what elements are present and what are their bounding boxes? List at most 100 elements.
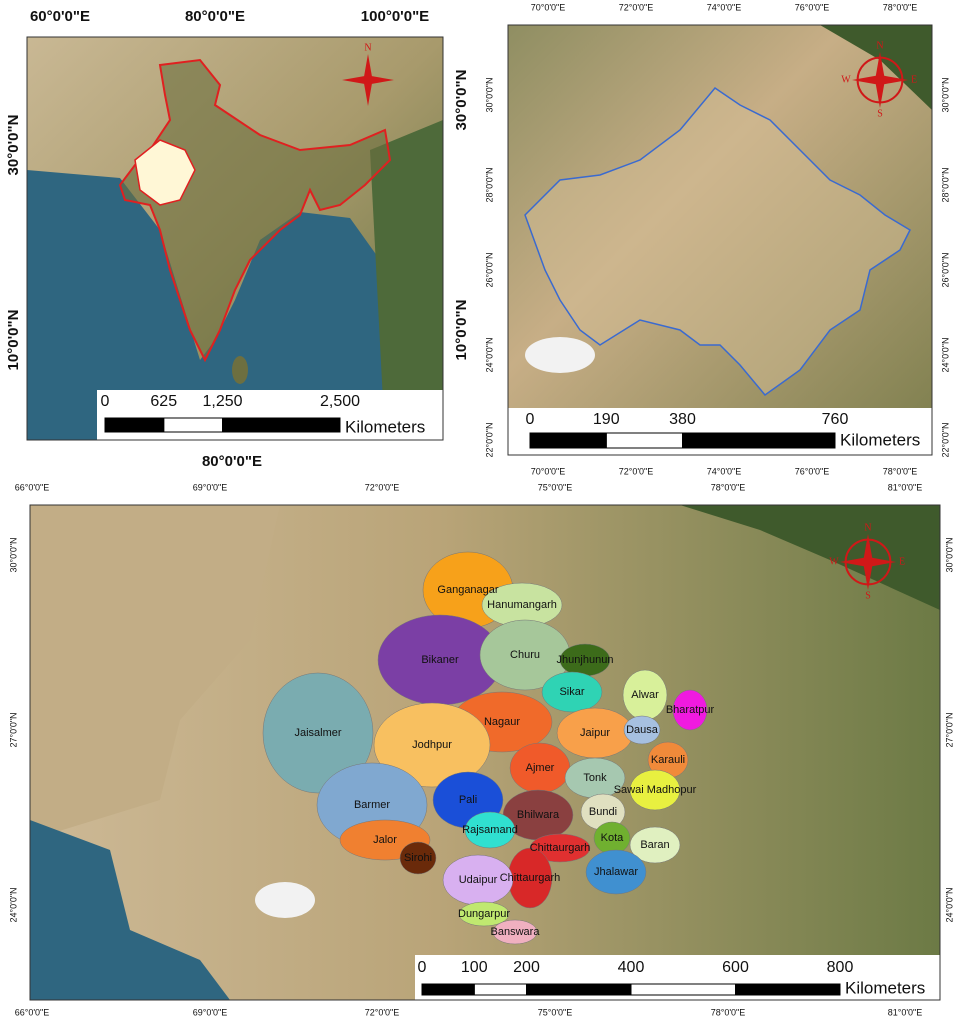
top-coordinate-label: 69°0'0"E <box>193 482 228 492</box>
left-coordinate-label: 30°0'0"N <box>484 77 494 112</box>
district <box>399 841 437 875</box>
district-label: Sirohi <box>404 852 432 864</box>
top-coordinate-label: 70°0'0"E <box>531 2 566 12</box>
top-coordinate-label: 78°0'0"E <box>883 2 918 12</box>
scale-label: 0 <box>526 411 535 428</box>
district-label: Jhalawar <box>594 866 638 878</box>
top-coordinate-label: 75°0'0"E <box>538 482 573 492</box>
district-label: Sawai Madhopur <box>614 784 697 796</box>
right-coordinate-label: 30°0'0"N <box>940 77 950 112</box>
scale-label: 400 <box>618 959 645 976</box>
forest <box>820 25 932 110</box>
district-label: Dausa <box>626 724 659 736</box>
bottom-coordinate-label: 80°0'0"E <box>202 453 262 470</box>
compass-label: N <box>876 40 883 51</box>
bottom-coordinate-label: 70°0'0"E <box>531 466 566 476</box>
bottom-coordinate-label: 74°0'0"E <box>707 466 742 476</box>
sea <box>27 170 385 440</box>
bottom-coordinate-label: 66°0'0"E <box>15 1007 50 1017</box>
district-label: Barmer <box>354 799 390 811</box>
scale-unit: Kilometers <box>345 417 425 436</box>
district-label: Bundi <box>589 806 617 818</box>
district-label: Chittaurgarh <box>530 842 591 854</box>
mountains <box>30 505 280 840</box>
compass-label: S <box>877 108 883 119</box>
cloud <box>525 337 595 373</box>
compass-label: E <box>899 556 905 567</box>
district-label: Kota <box>601 832 625 844</box>
scale-bar-segment <box>526 983 632 996</box>
scale-bar-segment <box>682 432 836 449</box>
district <box>373 702 491 788</box>
sea <box>30 820 230 1000</box>
left-coordinate-label: 24°0'0"N <box>484 337 494 372</box>
compass-star <box>342 54 394 106</box>
scale-label: 200 <box>513 959 540 976</box>
district <box>541 671 603 713</box>
district-label: Bhilwara <box>517 809 560 821</box>
india-outline <box>118 58 392 363</box>
top-coordinate-label: 72°0'0"E <box>619 2 654 12</box>
rajasthan-outline <box>524 86 911 397</box>
district <box>464 811 516 849</box>
bottom-coordinate-label: 72°0'0"E <box>619 466 654 476</box>
left-coordinate-label: 27°0'0"N <box>8 712 18 747</box>
district-label: Bharatpur <box>666 704 715 716</box>
district-label: Baran <box>640 839 669 851</box>
scale-label: 0 <box>418 959 427 976</box>
top-coordinate-label: 81°0'0"E <box>888 482 923 492</box>
scale-label: 1,250 <box>202 393 242 410</box>
district-label: Ganganagar <box>437 584 498 596</box>
scale-label: 625 <box>150 393 177 410</box>
district-label: Jhunjhunun <box>557 654 614 666</box>
scale-bar-segment <box>222 417 341 433</box>
frame <box>507 24 933 456</box>
district-label: Banswara <box>491 926 541 938</box>
mountains <box>680 505 940 610</box>
cloud <box>255 882 315 918</box>
scale-label: 800 <box>827 959 854 976</box>
district-label: Jodhpur <box>412 739 452 751</box>
district-label: Jaisalmer <box>294 727 341 739</box>
right-coordinate-label: 24°0'0"N <box>940 337 950 372</box>
compass-label: S <box>865 590 871 601</box>
scale-label: 2,500 <box>320 393 360 410</box>
top-coordinate-label: 78°0'0"E <box>711 482 746 492</box>
left-coordinate-label: 22°0'0"N <box>484 422 494 457</box>
district-label: Nagaur <box>484 716 520 728</box>
district-label: Rajsamand <box>462 824 518 836</box>
scale-bar-segment <box>104 417 165 433</box>
scale-bar-segment <box>605 432 683 449</box>
scale-label: 760 <box>822 411 849 428</box>
district-label: Hanumangarh <box>487 599 557 611</box>
scale-label: 190 <box>593 411 620 428</box>
rajasthan <box>134 139 196 206</box>
scale-label: 100 <box>461 959 488 976</box>
left-coordinate-label: 24°0'0"N <box>8 887 18 922</box>
district-label: Pali <box>459 794 477 806</box>
scale-unit: Kilometers <box>845 978 925 997</box>
top-coordinate-label: 72°0'0"E <box>365 482 400 492</box>
top-coordinate-label: 74°0'0"E <box>707 2 742 12</box>
district-label: Jalor <box>373 834 397 846</box>
right-coordinate-label: 26°0'0"N <box>940 252 950 287</box>
right-coordinate-label: 24°0'0"N <box>944 887 954 922</box>
district <box>629 826 681 864</box>
top-coordinate-label: 76°0'0"E <box>795 2 830 12</box>
scale-label: 600 <box>722 959 749 976</box>
compass-label: E <box>911 74 917 85</box>
bottom-coordinate-label: 69°0'0"E <box>193 1007 228 1017</box>
top-coordinate-label: 80°0'0"E <box>185 8 245 25</box>
district-label: Sikar <box>559 686 584 698</box>
district-label: Dungarpur <box>458 908 510 920</box>
district <box>262 672 374 794</box>
bottom-coordinate-label: 72°0'0"E <box>365 1007 400 1017</box>
top-coordinate-label: 60°0'0"E <box>30 8 90 25</box>
district <box>629 769 681 811</box>
right-coordinate-label: 22°0'0"N <box>940 422 950 457</box>
scale-bar-segment <box>529 432 607 449</box>
district-label: Jaipur <box>580 727 610 739</box>
compass-label: N <box>364 42 371 53</box>
right-coordinate-label: 28°0'0"N <box>940 167 950 202</box>
